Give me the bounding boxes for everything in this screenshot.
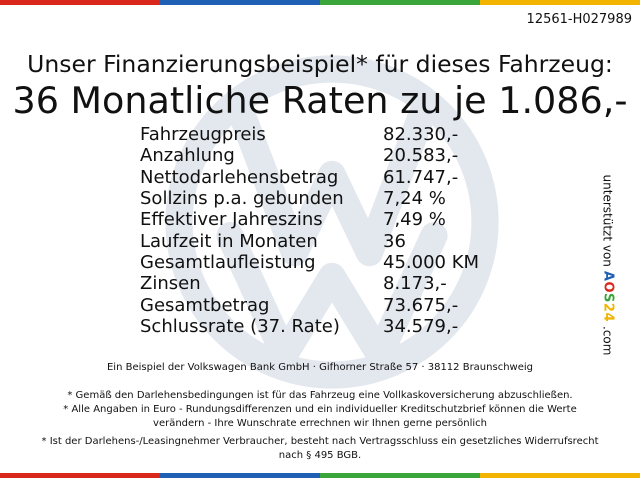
detail-label: Fahrzeugpreis [140,124,266,146]
footnote-insurance: * Gemäß den Darlehensbedingungen ist für… [67,390,573,401]
bank-info: Ein Beispiel der Volkswagen Bank GmbH · … [106,362,533,373]
vw-logo-icon [165,55,499,389]
top-color-bar [0,0,640,5]
sponsor-brand-s: S [600,293,616,303]
sponsor-text: unterstützt von AOS24 .com [601,175,616,356]
detail-value: 7,49 % [383,209,446,231]
detail-row: Nettodarlehensbetrag 61.747,- [140,167,479,188]
detail-row: Anzahlung 20.583,- [140,145,479,166]
reference-code: 12561-H027989 [526,12,632,27]
detail-value: 45.000 KM [383,251,480,273]
bar-segment-blue [160,473,320,478]
detail-value: 20.583,- [383,145,459,167]
detail-row: Sollzins p.a. gebunden 7,24 % [140,188,479,209]
bar-segment-yellow [480,473,640,478]
detail-row: Gesamtlaufleistung 45.000 KM [140,252,479,273]
bar-segment-red [0,0,160,5]
detail-row: Effektiver Jahreszins 7,49 % [140,209,479,230]
bar-segment-red [0,473,160,478]
bar-segment-green [320,0,480,5]
detail-value: 61.747,- [383,166,459,188]
detail-value: 7,24 % [383,188,446,210]
bar-segment-yellow [480,0,640,5]
detail-value: 82.330,- [383,124,459,146]
footnote-withdrawal: * Ist der Darlehens-/Leasingnehmer Verbr… [41,436,599,461]
sponsor-logo: AOS24 [601,271,616,322]
detail-label: Schlussrate (37. Rate) [140,315,340,337]
detail-row: Fahrzeugpreis 82.330,- [140,124,479,145]
detail-label: Gesamtlaufleistung [140,251,316,273]
sponsor-badge: unterstützt von AOS24 .com [596,175,620,356]
bar-segment-green [320,473,480,478]
detail-label: Nettodarlehensbetrag [140,166,339,188]
financing-details-table: Fahrzeugpreis 82.330,- Anzahlung 20.583,… [140,124,479,337]
detail-label: Effektiver Jahreszins [140,209,323,231]
sponsor-suffix: .com [601,326,615,356]
headline-monthly-rate: 36 Monatliche Raten zu je 1.086,- [12,79,628,122]
bottom-color-bar [0,473,640,478]
detail-value: 34.579,- [383,315,459,337]
detail-label: Gesamtbetrag [140,294,270,316]
sponsor-brand-24: 24 [600,302,616,323]
detail-row: Zinsen 8.173,- [140,273,479,294]
detail-row: Gesamtbetrag 73.675,- [140,294,479,316]
bar-segment-blue [160,0,320,5]
headline-financing-example: Unser Finanzierungsbeispiel* für dieses … [27,50,613,78]
detail-label: Anzahlung [140,145,235,167]
sponsor-brand-a: A [600,270,616,282]
footnote-rounding: * Alle Angaben in Euro - Rundungsdiffere… [63,404,577,429]
detail-label: Laufzeit in Monaten [140,230,318,252]
sponsor-prefix: unterstützt von [601,174,615,267]
detail-label: Zinsen [140,273,201,295]
detail-row: Schlussrate (37. Rate) 34.579,- [140,316,479,337]
detail-value: 73.675,- [383,294,459,316]
detail-value: 8.173,- [383,273,447,295]
detail-value: 36 [383,230,406,252]
sponsor-brand-o: O [600,281,616,294]
detail-row: Laufzeit in Monaten 36 [140,230,479,252]
detail-label: Sollzins p.a. gebunden [140,188,344,210]
